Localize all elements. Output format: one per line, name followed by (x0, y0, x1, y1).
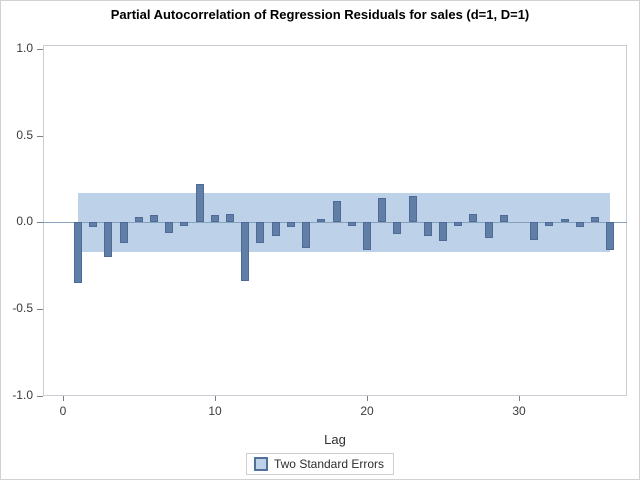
pacf-bar-lag-4 (120, 222, 128, 244)
pacf-bar-lag-36 (606, 222, 614, 250)
pacf-bar-lag-34 (576, 222, 584, 228)
legend-label: Two Standard Errors (273, 457, 385, 471)
pacf-bar-lag-6 (150, 215, 158, 223)
pacf-bar-lag-14 (272, 222, 280, 237)
pacf-bar-lag-17 (317, 218, 325, 223)
pacf-bar-lag-8 (180, 222, 188, 226)
x-axis-tick (63, 396, 64, 401)
pacf-bar-lag-1 (74, 222, 82, 283)
pacf-bar-lag-12 (241, 222, 249, 282)
y-axis-tick (37, 309, 43, 310)
x-axis-tick (215, 396, 216, 401)
y-axis-tick-label: 0.5 (16, 128, 33, 142)
pacf-bar-lag-23 (409, 196, 417, 223)
pacf-bar-lag-22 (393, 222, 401, 235)
pacf-bar-lag-18 (333, 201, 341, 223)
x-axis-tick-label: 20 (360, 404, 374, 418)
pacf-bar-lag-3 (104, 222, 112, 257)
y-axis-tick (37, 396, 43, 397)
pacf-bar-lag-32 (545, 222, 553, 226)
pacf-bar-lag-9 (196, 184, 204, 223)
pacf-bar-lag-21 (378, 197, 386, 223)
pacf-bar-lag-29 (500, 215, 508, 223)
pacf-bar-lag-20 (363, 222, 371, 250)
chart-title: Partial Autocorrelation of Regression Re… (110, 7, 530, 22)
pacf-bar-lag-27 (469, 213, 477, 223)
y-axis-tick (37, 222, 43, 223)
x-axis-tick (367, 396, 368, 401)
pacf-bar-lag-26 (454, 222, 462, 226)
legend-box: Two Standard Errors (245, 453, 395, 475)
pacf-bar-lag-5 (135, 217, 143, 223)
y-axis-tick-label: 0.0 (16, 214, 33, 228)
pacf-bar-lag-28 (485, 222, 493, 238)
pacf-bar-lag-10 (211, 215, 219, 223)
pacf-bar-lag-31 (530, 222, 538, 240)
pacf-bar-lag-35 (591, 217, 599, 223)
x-axis-label: Lag (324, 432, 346, 447)
pacf-bar-lag-33 (561, 218, 569, 223)
pacf-bar-lag-11 (226, 213, 234, 223)
x-axis-tick-label: 10 (208, 404, 222, 418)
pacf-bar-lag-25 (439, 222, 447, 242)
pacf-bar-lag-7 (165, 222, 173, 233)
x-axis-tick (519, 396, 520, 401)
y-axis-tick-label: -0.5 (12, 301, 33, 315)
pacf-bar-lag-24 (424, 222, 432, 237)
y-axis-tick (37, 49, 43, 50)
y-axis-tick-label: 1.0 (16, 41, 33, 55)
pacf-bar-lag-16 (302, 222, 310, 249)
zero-reference-line (43, 222, 627, 223)
x-axis-tick-label: 0 (59, 404, 67, 418)
y-axis-tick-label: -1.0 (12, 388, 33, 402)
pacf-bar-lag-2 (89, 222, 97, 228)
pacf-bar-lag-13 (256, 222, 264, 244)
y-axis-tick (37, 136, 43, 137)
x-axis-tick-label: 30 (512, 404, 526, 418)
pacf-bar-lag-15 (287, 222, 295, 228)
band-swatch-icon (253, 457, 268, 471)
pacf-bar-lag-19 (348, 222, 356, 226)
